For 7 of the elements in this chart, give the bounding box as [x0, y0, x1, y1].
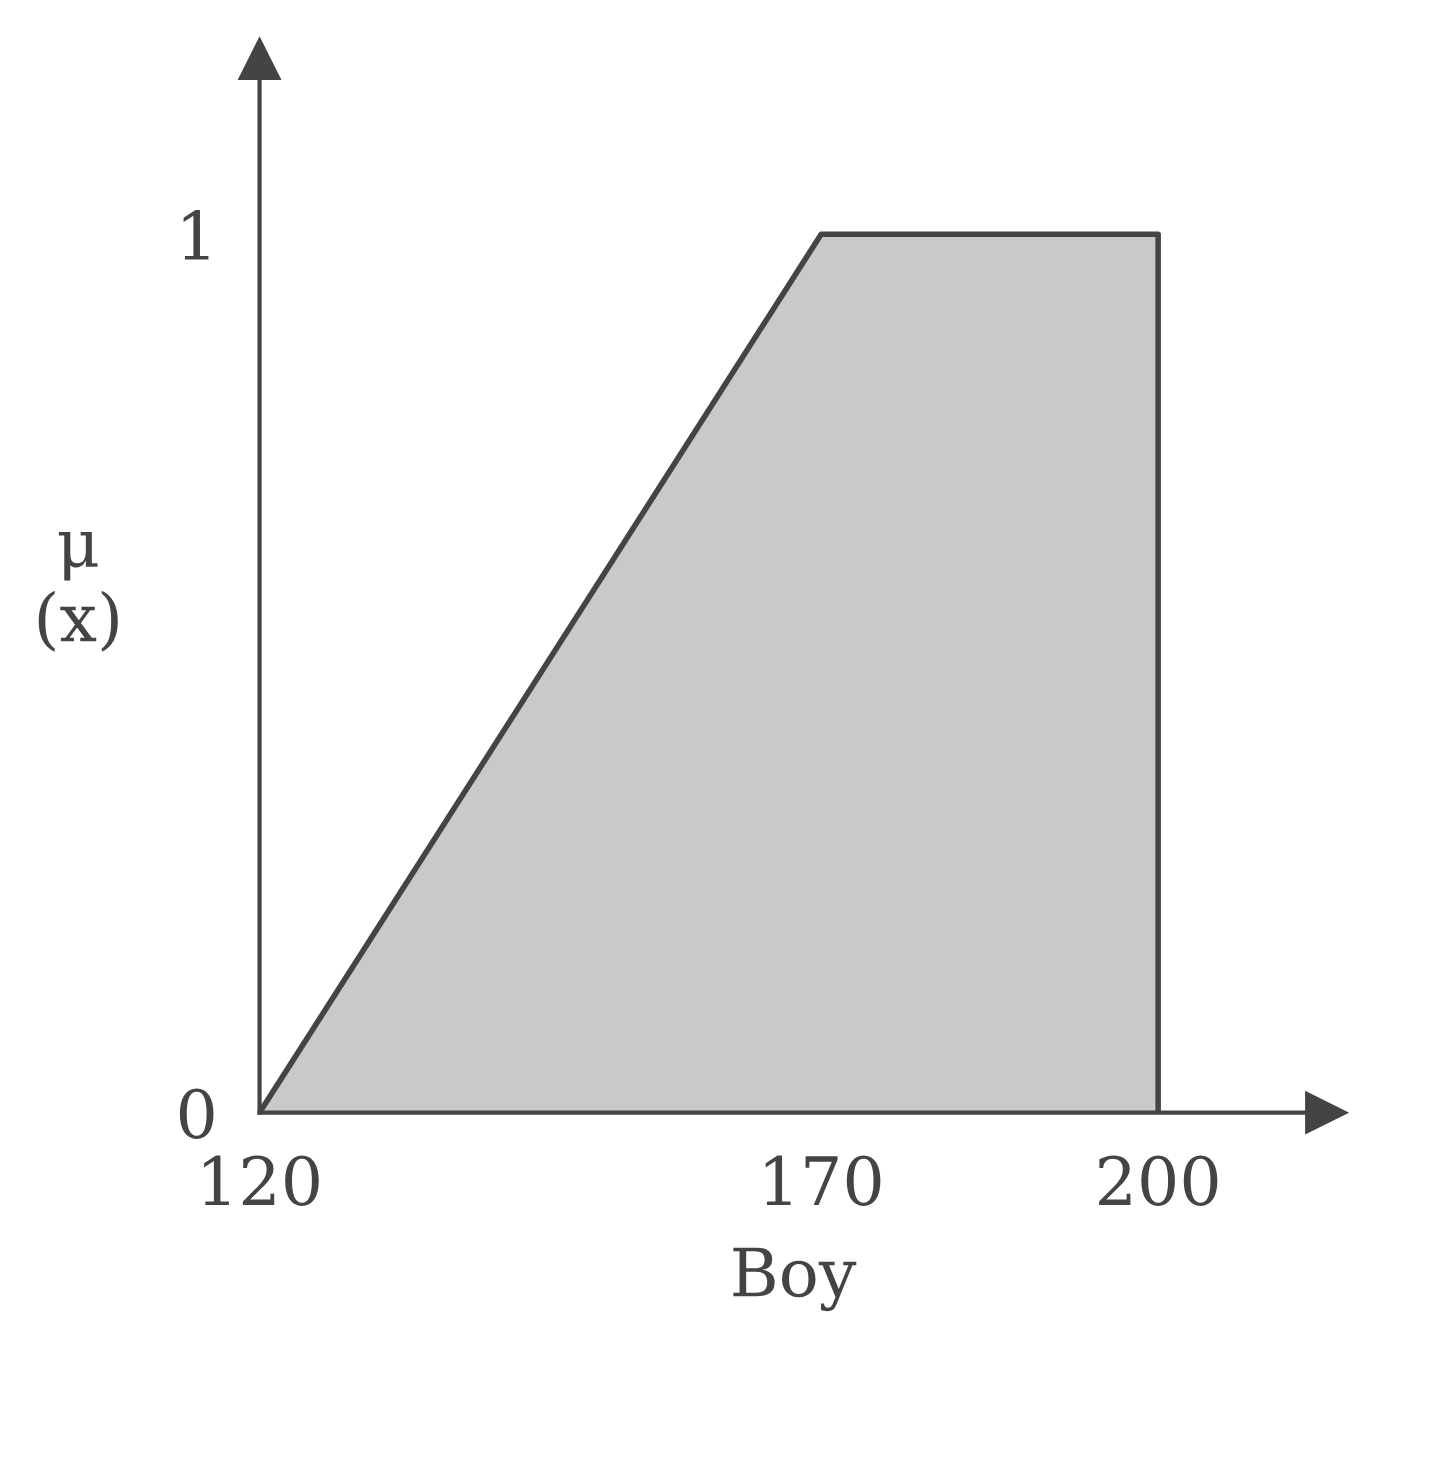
x-tick-label: 170 — [765, 1155, 881, 1206]
y-tick-label: 0 — [179, 1088, 214, 1139]
x-tick-label: 200 — [1099, 1155, 1218, 1206]
y-axis-title: μ (x) — [38, 532, 118, 652]
y-tick-label: 1 — [183, 210, 209, 260]
x-axis-title: Boy — [733, 1247, 857, 1312]
x-tick-label: 120 — [204, 1155, 319, 1206]
